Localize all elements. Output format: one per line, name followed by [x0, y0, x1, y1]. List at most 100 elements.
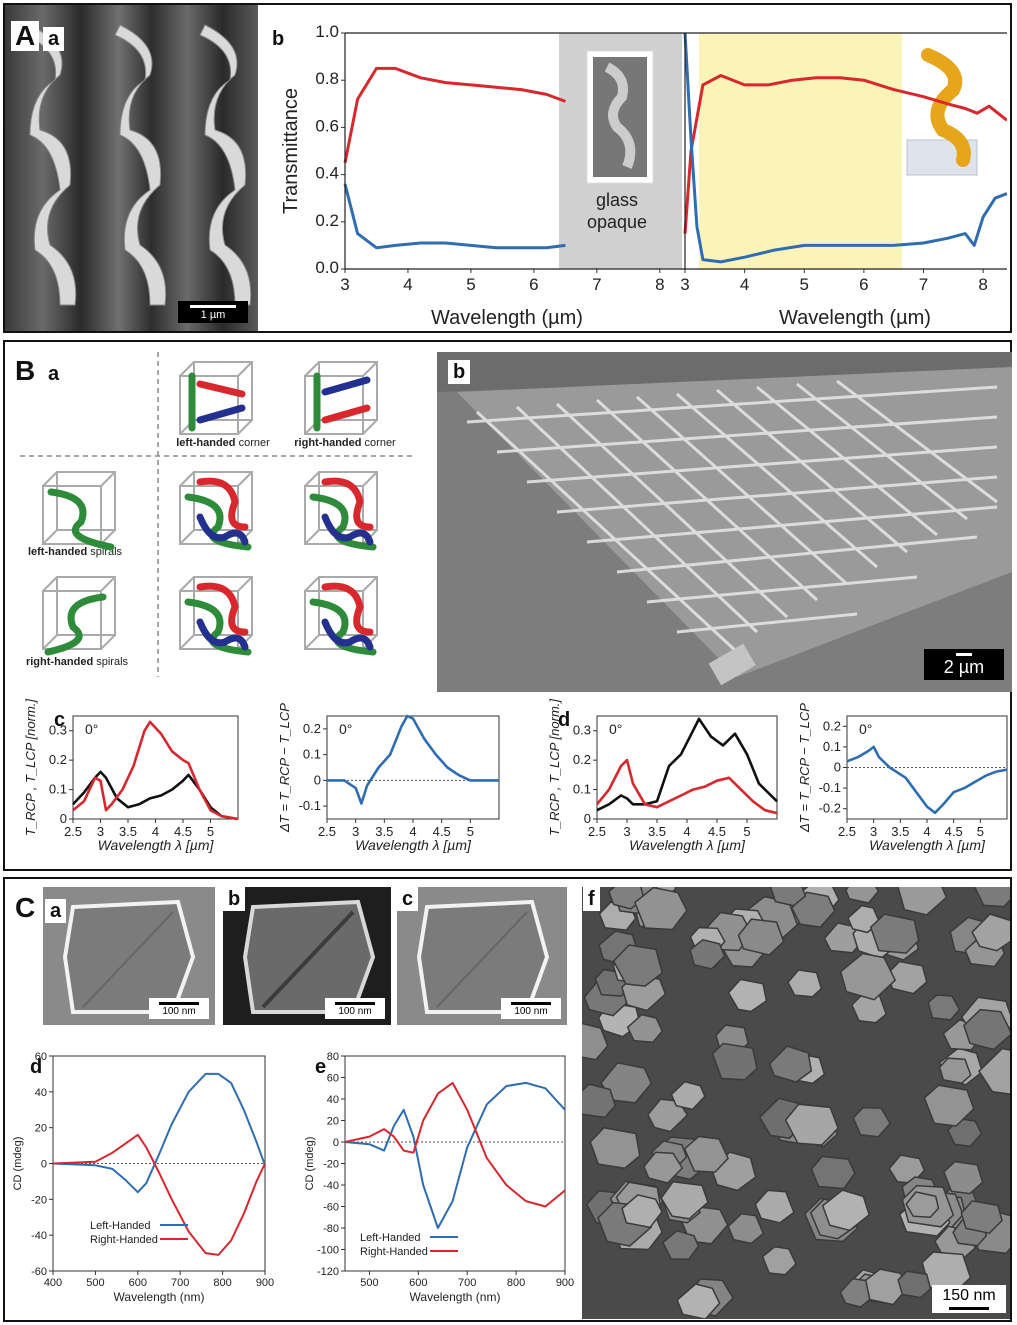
y-tick-label: -100 — [317, 1245, 339, 1257]
nanoparticle-field-drawing — [582, 887, 1010, 1319]
scale-bar: 100 nm — [325, 998, 385, 1019]
panel-b: B a left-handed corner right-handed corn… — [3, 340, 1012, 871]
nanoparticle — [626, 1013, 664, 1043]
nanoparticle — [612, 944, 664, 987]
panel-letter: B — [11, 356, 40, 386]
x-tick-label: 4 — [152, 824, 159, 839]
y-tick-label: 60 — [327, 1073, 339, 1085]
plot-frame — [596, 715, 778, 820]
x-tick-label: 5 — [467, 824, 474, 839]
x-tick-label: 3 — [870, 824, 877, 839]
y-tick-label: 0.3 — [573, 723, 591, 738]
x-tick-label: 7 — [919, 275, 928, 294]
x-tick-label: 500 — [360, 1277, 378, 1289]
nanoparticle — [683, 1135, 729, 1173]
nanoparticle — [943, 1160, 984, 1195]
nanoparticle — [727, 978, 768, 1013]
x-axis-label-left: Wavelength (µm) — [431, 307, 583, 329]
subpanel-letter: b — [223, 887, 246, 911]
nanoparticle — [938, 1057, 972, 1085]
y-tick-label: 0.0 — [315, 258, 339, 277]
legend-left-handed: Left-Handed — [90, 1220, 151, 1232]
series-line — [52, 1072, 266, 1194]
nanoparticle — [737, 918, 785, 956]
x-tick-label: 2.5 — [318, 824, 336, 839]
x-tick-label: 5 — [977, 824, 984, 839]
transmittance-chart: glass opaque 3 4 5 6 7 8 0.0 0.2 0.4 0.6 0.8 1.0 3 4… — [280, 22, 1007, 329]
x-axis-label: Wavelength λ [µm] — [355, 837, 472, 853]
nanoparticle — [923, 1084, 975, 1127]
cube-cornerL — [179, 361, 253, 435]
y-axis-label: ΔT = T_RCP − T_LCP — [797, 703, 812, 833]
y-tick-label: -40 — [31, 1230, 47, 1242]
nanoparticle — [971, 913, 1010, 952]
angle-label: 0° — [609, 721, 622, 737]
nanoparticle — [582, 1022, 609, 1061]
cd-plot: 500 600 700 800 900 -120 -100 -80 -60 -40 -20 0 20 40… — [304, 1051, 574, 1304]
y-tick-label: 20 — [327, 1116, 339, 1128]
y-tick-label: 40 — [35, 1087, 47, 1099]
y-tick-label: 0.2 — [573, 752, 591, 767]
y-tick-label: -40 — [323, 1180, 339, 1192]
y-tick-label: 0 — [584, 811, 591, 826]
x-tick-label: 3 — [680, 275, 689, 294]
subpanel-letter: a — [45, 899, 67, 923]
y-tick-label: -80 — [323, 1223, 339, 1235]
x-tick-label: 2.5 — [64, 824, 82, 839]
spectrum-plot: 2.5 3 3.5 4 4.5 5 0 0.1 0.2 0.3 0° Wavelength λ [µm… — [23, 699, 239, 853]
transmittance-plot-right: 3 4 5 6 7 8 — [680, 32, 1007, 294]
series-line — [72, 720, 239, 821]
y-tick-label: -20 — [323, 1159, 339, 1171]
x-tick-label: 700 — [171, 1277, 189, 1289]
corner-left-label: left-handed corner — [176, 437, 270, 449]
transmittance-plot-left: 3 4 5 6 7 8 0.0 0.2 0.4 0.6 0.8 1.0 — [315, 22, 664, 294]
scale-bar: 1 µm — [178, 301, 248, 323]
x-tick-label: 2.5 — [838, 824, 856, 839]
x-tick-label: 4 — [403, 275, 412, 294]
nanoparticle — [670, 1080, 706, 1111]
series-line — [683, 74, 1007, 234]
subpanel-letter: f — [583, 887, 600, 911]
x-tick-label: 4 — [683, 824, 690, 839]
y-tick-label: -20 — [31, 1194, 47, 1206]
x-axis-label: Wavelength λ [µm] — [869, 837, 986, 853]
panel-letter: C — [11, 893, 40, 923]
x-tick-label: 500 — [86, 1277, 104, 1289]
y-tick-label: 0 — [41, 1159, 47, 1171]
y-tick-label: 0.1 — [49, 782, 67, 797]
x-tick-label: 900 — [256, 1277, 274, 1289]
y-tick-label: 0 — [834, 760, 841, 775]
x-tick-label: 7 — [592, 275, 601, 294]
helix-sem-image: 1 µm — [5, 5, 258, 331]
x-tick-label: 2.5 — [588, 824, 606, 839]
nanoparticle-sem-b: 100 nm — [223, 887, 391, 1025]
x-tick-label: 700 — [458, 1277, 476, 1289]
x-axis-label: Wavelength (nm) — [114, 1290, 205, 1304]
x-axis-label: Wavelength λ [µm] — [629, 837, 746, 853]
nanoparticle — [711, 1042, 758, 1081]
y-tick-label: 0.3 — [49, 723, 67, 738]
x-tick-label: 800 — [507, 1277, 525, 1289]
x-tick-label: 900 — [556, 1277, 574, 1289]
x-tick-label: 3 — [340, 275, 349, 294]
panel-a: 1 µm A a b glass opaque 3 4 5 6 7 8 0.0 0.2 0.4 0… — [3, 3, 1012, 333]
nanoparticle — [643, 1151, 684, 1184]
x-tick-label: 5 — [800, 275, 809, 294]
y-tick-label: 20 — [35, 1123, 47, 1135]
y-tick-label: 0 — [60, 811, 67, 826]
y-tick-label: -60 — [31, 1266, 47, 1278]
series-line — [344, 1081, 566, 1229]
nanoparticle — [633, 887, 688, 931]
glass-note-line1: glass — [596, 190, 638, 210]
angle-label: 0° — [85, 721, 98, 737]
nanoparticle-sem-a: 100 nm — [43, 887, 215, 1025]
x-tick-label: 600 — [129, 1277, 147, 1289]
y-tick-label: 0.2 — [303, 721, 321, 736]
y-axis-label: T_RCP , T_LCP [norm.] — [547, 699, 562, 836]
y-tick-label: 80 — [327, 1051, 339, 1063]
y-axis-label: CD (mdeg) — [304, 1137, 316, 1191]
x-tick-label: 3 — [97, 824, 104, 839]
x-tick-label: 3.5 — [648, 824, 666, 839]
series-line — [52, 1133, 266, 1256]
